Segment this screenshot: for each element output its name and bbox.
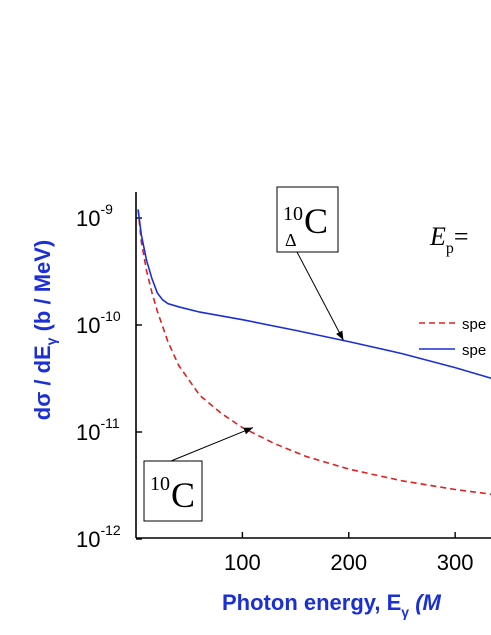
legend-label-dashed: spe (462, 316, 486, 333)
series-line-dashed (137, 209, 491, 495)
annotation-hypernucleus: 10 C Δ (276, 186, 344, 341)
annotation-arrow-line (170, 427, 254, 462)
annotation-box (143, 460, 203, 522)
ep-label: Ep= (429, 222, 469, 257)
y-tick-label: 10-12 (76, 522, 121, 552)
y-axis-title: dσ / dEγ (b / MeV) (30, 240, 59, 421)
y-tick-label: 10-10 (76, 308, 121, 338)
annotation-arrowhead (243, 427, 254, 435)
annotation-arrow-line (296, 251, 344, 341)
annotation-mass-number: 10 (283, 203, 303, 225)
x-tick-label: 100 (224, 550, 261, 575)
x-tick-label: 300 (437, 550, 474, 575)
annotation-mass-number: 10 (150, 473, 170, 495)
y-tick-label: 10-11 (76, 415, 120, 445)
annotation-subscript: Δ (285, 230, 297, 250)
annotation-box (276, 186, 339, 253)
legend: spe spe (419, 316, 486, 359)
annotation-element: C (171, 475, 195, 515)
annotation-element: C (304, 201, 328, 241)
x-axis-title: Photon energy, Eγ (M (222, 590, 442, 620)
y-ticks: 10-9 10-10 10-11 10-12 (76, 201, 142, 552)
annotation-nucleus: 10 C (143, 427, 254, 522)
x-ticks: 100200300400500 (224, 532, 474, 575)
y-tick-label: 10-9 (76, 201, 113, 231)
annotation-arrowhead (336, 330, 344, 341)
legend-label-solid: spe (462, 342, 486, 359)
x-tick-label: 200 (330, 550, 367, 575)
series-line-solid (137, 209, 491, 380)
